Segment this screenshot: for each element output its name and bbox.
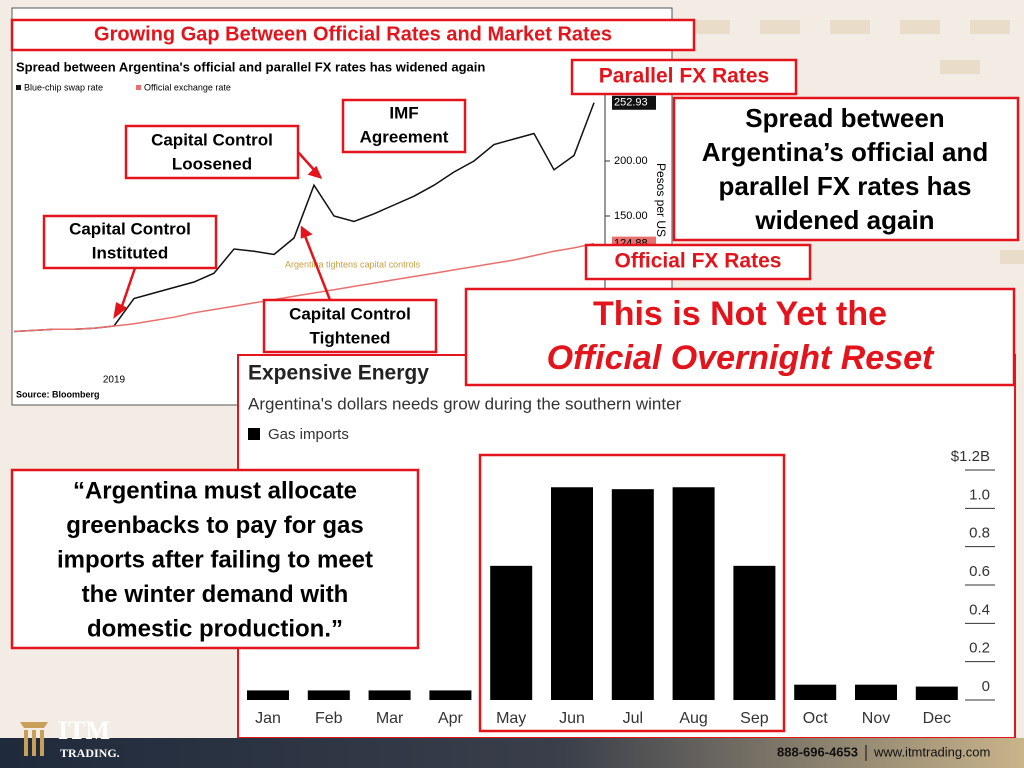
arrows: [113, 151, 332, 320]
footer-bar: [0, 738, 1024, 768]
callout-box: [42, 214, 218, 270]
x-tick-label: Jun: [559, 710, 585, 727]
y-axis-label: Pesos per US: [654, 163, 668, 237]
phone: 888-696-4653: [777, 744, 858, 759]
bar: [794, 684, 837, 700]
subtitle: Spread between Argentina's official and …: [16, 59, 485, 74]
legend-label: Official exchange rate: [144, 82, 231, 92]
slide-title: Growing Gap Between Official Rates and M…: [94, 23, 612, 45]
x-tick-label: Dec: [923, 710, 951, 727]
bar: [307, 690, 350, 700]
bar: [247, 690, 289, 700]
callout: domestic production.”: [87, 615, 343, 642]
callout: This is Not Yet the: [593, 295, 887, 333]
bar: [429, 690, 472, 700]
callout: Tightened: [310, 328, 391, 347]
x-tick-label: Jan: [255, 710, 281, 727]
x-tick-label: Feb: [315, 710, 343, 727]
callout: Official FX Rates: [615, 250, 782, 273]
y-tick-label: 200.00: [614, 155, 648, 167]
bar: [490, 565, 533, 700]
callout: greenbacks to pay for gas: [66, 512, 363, 539]
source: Source: Bloomberg: [16, 389, 100, 399]
x-tick-label: Nov: [862, 710, 890, 727]
callout-box: [341, 98, 467, 154]
callout: imports after failing to meet: [57, 546, 373, 573]
legend-swatch: [136, 85, 141, 90]
highlight-box: [478, 453, 786, 733]
y-tick-label: 0.8: [969, 525, 990, 542]
bar: [915, 686, 958, 700]
subtitle: Argentina's dollars needs grow during th…: [248, 394, 682, 413]
y-tick-label: 0.6: [969, 563, 990, 580]
x-tick-label: May: [496, 710, 526, 727]
bar: [551, 487, 593, 700]
legend-label: Blue-chip swap rate: [24, 82, 103, 92]
callout: Capital Control: [69, 219, 191, 238]
callout: widened again: [754, 205, 934, 235]
callout: Instituted: [92, 243, 169, 262]
callout: Official Overnight Reset: [547, 339, 935, 377]
x-tick-label: 2019: [103, 375, 126, 386]
bar: [611, 489, 654, 700]
callout: Loosened: [172, 154, 252, 173]
y-tick-label: 150.00: [614, 210, 648, 222]
annotation: Argentina tightens capital controls: [285, 259, 421, 269]
x-tick-label: Apr: [438, 710, 464, 727]
bar: [672, 487, 715, 700]
value-label: 252.93: [614, 97, 648, 109]
callout-box: [262, 298, 438, 354]
logo-icon: [20, 722, 48, 756]
x-tick-label: Mar: [376, 710, 404, 727]
callout: “Argentina must allocate: [73, 477, 357, 504]
x-tick-label: Sep: [740, 710, 769, 727]
y-tick-label: 0: [982, 678, 990, 695]
callout-box: [10, 18, 696, 52]
callout-box: [570, 58, 798, 96]
url: www.itmtrading.com: [873, 744, 990, 759]
callout-box: [584, 243, 812, 281]
x-tick-label: Aug: [679, 710, 707, 727]
callout: Capital Control: [289, 304, 411, 323]
callout: IMF: [389, 103, 418, 122]
x-tick-label: Oct: [803, 710, 828, 727]
value-tag: [612, 95, 656, 110]
decor: [690, 20, 1024, 264]
brand: TRADING.: [60, 746, 120, 760]
callout-box: [464, 287, 1016, 387]
y-tick-label: 0.2: [969, 640, 990, 657]
legend-label: Gas imports: [268, 426, 349, 443]
bar: [733, 565, 776, 700]
callout: Spread between: [745, 103, 944, 133]
chart-title: Expensive Energy: [248, 362, 429, 385]
x-tick-label: Jul: [623, 710, 643, 727]
callout: Agreement: [360, 127, 449, 146]
callout: parallel FX rates has: [719, 171, 972, 201]
y-tick-label: 0.4: [969, 601, 990, 618]
callout: Argentina’s official and: [702, 137, 989, 167]
legend-swatch: [248, 428, 260, 440]
bar: [368, 690, 411, 700]
callout-box: [672, 96, 1020, 242]
line-series: [13, 242, 595, 333]
callout-box: [10, 468, 420, 650]
callout: Parallel FX Rates: [599, 65, 769, 88]
callout: Capital Control: [151, 130, 273, 149]
y-tick-label: 1.0: [969, 486, 990, 503]
callout: the winter demand with: [82, 581, 349, 608]
y-tick-label: $1.2B: [951, 448, 990, 465]
legend-swatch: [16, 85, 21, 90]
brand: ITM: [58, 716, 110, 745]
bar: [855, 684, 897, 700]
